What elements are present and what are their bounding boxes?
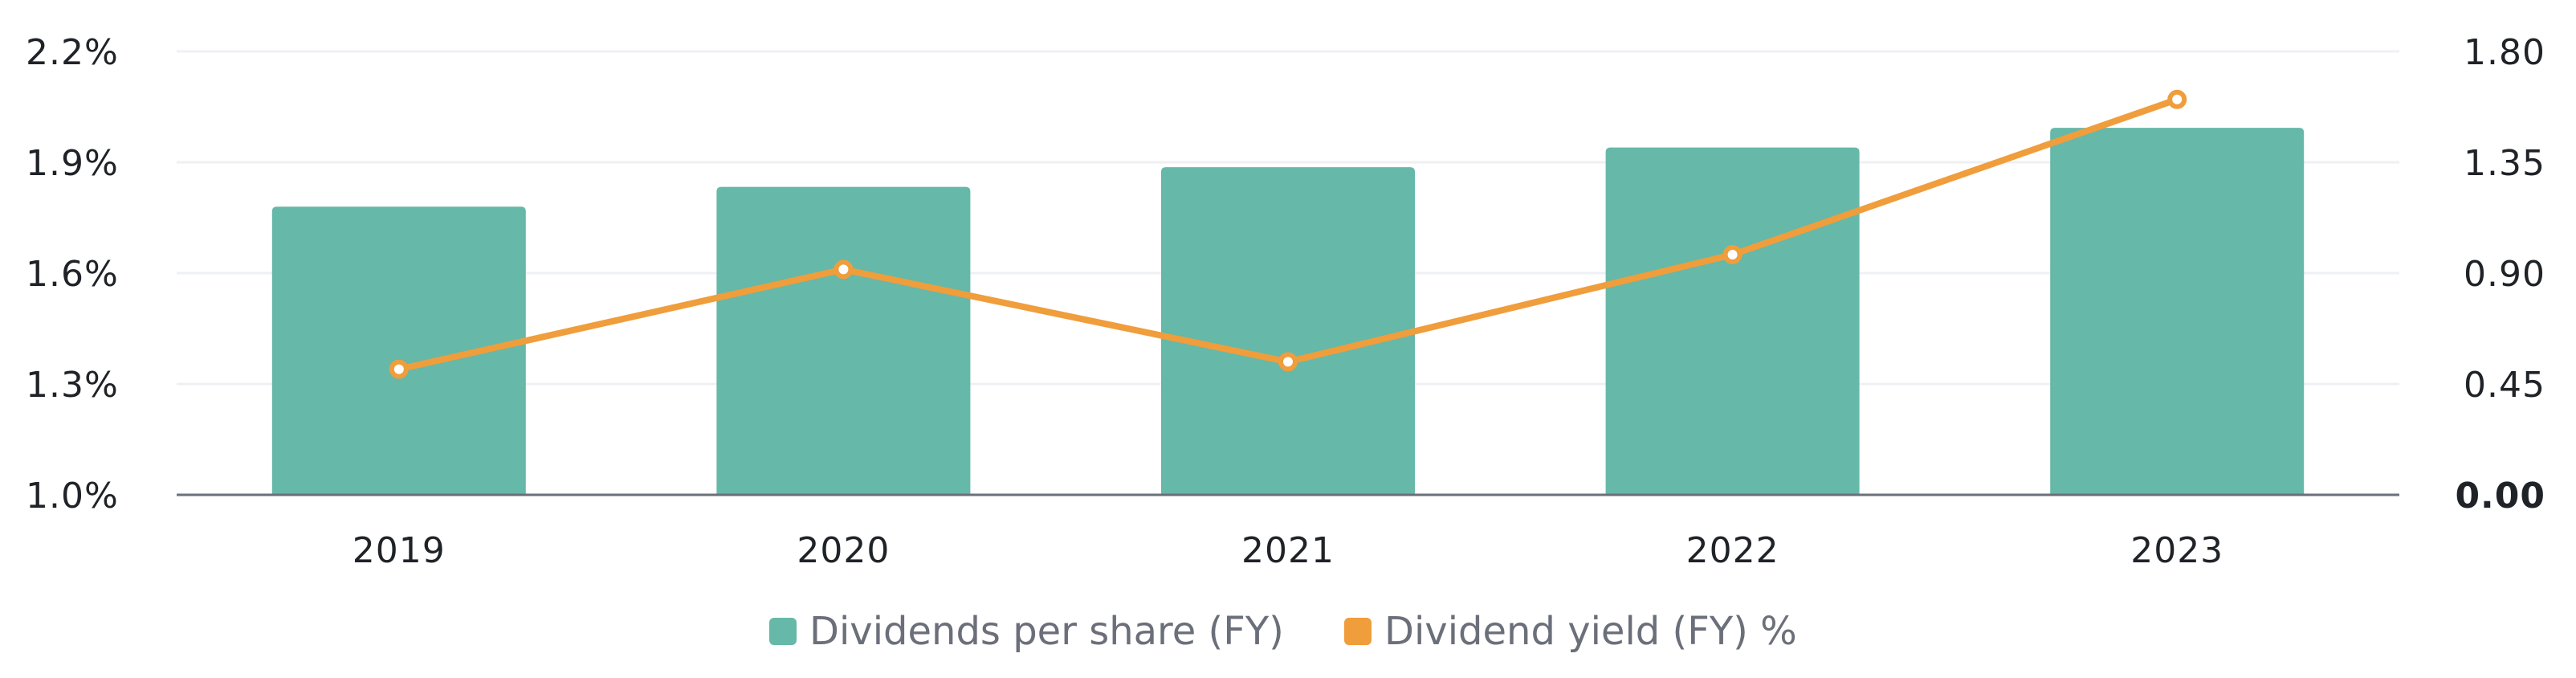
legend-label: Dividends per share (FY)	[809, 609, 1284, 654]
x-tick-label: 2021	[1241, 530, 1335, 571]
legend: Dividends per share (FY) Dividend yield (…	[769, 609, 1797, 654]
bar-series	[271, 128, 2305, 496]
y-axis-left: 1.0% 1.3% 1.6% 1.9% 2.2%	[26, 32, 119, 517]
yield-point-2021[interactable]	[1278, 352, 1298, 372]
x-tick-label: 2019	[353, 530, 446, 571]
bar-2019[interactable]	[271, 206, 526, 495]
y-left-tick-label: 1.9%	[26, 143, 119, 184]
bar-2023[interactable]	[2050, 128, 2305, 496]
y-right-tick-label: 0.00	[2455, 476, 2545, 517]
yield-point-2023[interactable]	[2167, 89, 2187, 109]
bar-2022[interactable]	[1605, 147, 1860, 495]
y-right-tick-label: 0.45	[2464, 365, 2545, 406]
x-tick-label: 2022	[1686, 530, 1779, 571]
yield-point-2019[interactable]	[389, 359, 409, 379]
y-left-tick-label: 1.6%	[26, 254, 119, 295]
y-right-tick-label: 0.90	[2464, 254, 2545, 295]
y-right-tick-label: 1.35	[2464, 143, 2545, 184]
x-axis-ticks: 2019 2020 2021 2022 2023	[353, 530, 2223, 571]
legend-swatch	[1344, 618, 1372, 645]
x-tick-label: 2020	[797, 530, 890, 571]
legend-swatch	[769, 618, 797, 645]
y-left-tick-label: 1.0%	[26, 476, 119, 517]
y-axis-right: 0.00 0.45 0.90 1.35 1.80	[2455, 32, 2545, 517]
y-right-tick-label: 1.80	[2464, 32, 2545, 73]
yield-point-2020[interactable]	[834, 259, 854, 280]
x-tick-label: 2023	[2130, 530, 2223, 571]
y-left-tick-label: 1.3%	[26, 365, 119, 406]
y-left-tick-label: 2.2%	[26, 32, 119, 73]
legend-dividends-per-share[interactable]: Dividends per share (FY)	[769, 609, 1284, 654]
line-series	[389, 89, 2187, 379]
legend-dividend-yield[interactable]: Dividend yield (FY) %	[1344, 609, 1797, 654]
yield-point-2022[interactable]	[1722, 245, 1742, 264]
bar-2021[interactable]	[1161, 167, 1415, 495]
bar-2020[interactable]	[716, 186, 971, 495]
legend-label: Dividend yield (FY) %	[1384, 609, 1797, 654]
